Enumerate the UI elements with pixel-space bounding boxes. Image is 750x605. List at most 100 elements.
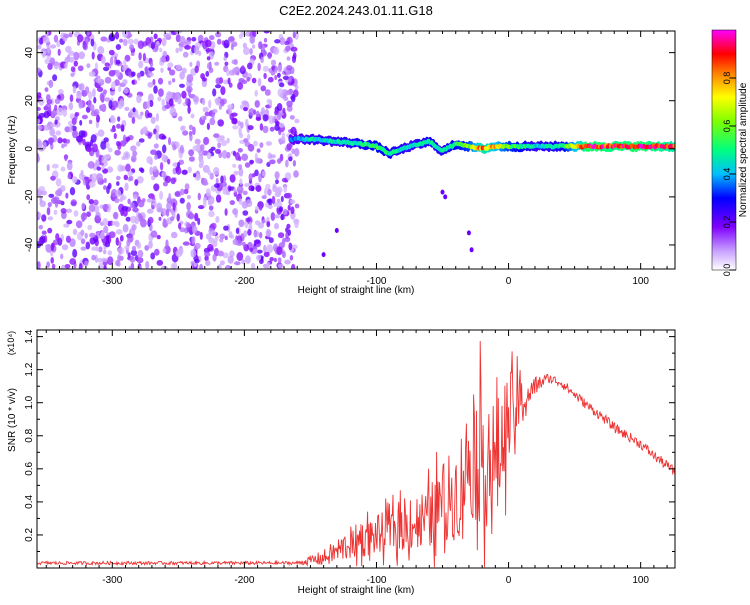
noise-cell: [74, 61, 78, 67]
noise-cell: [272, 196, 276, 204]
noise-cell: [176, 250, 183, 257]
noise-cell: [161, 266, 168, 271]
noise-cell: [135, 216, 140, 224]
noise-cell: [207, 244, 213, 251]
noise-cell: [91, 39, 95, 47]
noise-cell: [112, 221, 115, 226]
noise-cell: [266, 262, 270, 269]
noise-cell: [286, 193, 292, 199]
noise-cell: [212, 109, 217, 114]
noise-cell: [79, 120, 82, 126]
noise-cell: [54, 105, 57, 111]
noise-cell: [121, 124, 125, 132]
noise-cell: [245, 255, 251, 264]
noise-cell: [86, 242, 91, 250]
noise-cell: [108, 250, 113, 255]
noise-cell: [276, 246, 282, 255]
stray-cell: [443, 194, 447, 199]
noise-cell: [65, 46, 72, 53]
noise-cell: [254, 239, 261, 244]
noise-cell: [66, 139, 70, 144]
noise-cell: [120, 98, 124, 106]
noise-cell: [134, 179, 138, 186]
noise-cell: [161, 153, 165, 161]
noise-cell: [110, 128, 116, 132]
noise-cell: [269, 237, 274, 243]
x-tick-label: 100: [632, 276, 649, 287]
noise-cell: [206, 188, 211, 197]
noise-cell: [253, 249, 257, 253]
noise-cell: [199, 159, 204, 166]
noise-cell: [271, 65, 275, 70]
noise-cell: [175, 191, 181, 197]
noise-cell: [170, 216, 174, 221]
noise-cell: [286, 224, 290, 229]
noise-cell: [252, 78, 257, 84]
noise-cell: [98, 129, 105, 136]
noise-cell: [180, 145, 184, 153]
noise-cell: [198, 193, 201, 201]
noise-cell: [69, 32, 73, 37]
colorbar-tick-label: 0.8: [722, 72, 732, 85]
noise-cell: [203, 199, 207, 208]
noise-cell: [191, 37, 196, 42]
noise-cell: [221, 140, 227, 146]
noise-cell: [45, 87, 49, 92]
noise-cell: [151, 42, 155, 50]
noise-cell: [203, 107, 209, 113]
noise-cell: [89, 120, 92, 124]
noise-cell: [69, 258, 76, 265]
noise-cell: [36, 119, 41, 124]
noise-cell: [263, 66, 269, 72]
noise-cell: [109, 50, 115, 56]
noise-cell: [243, 107, 248, 111]
noise-cell: [286, 143, 291, 150]
noise-cell: [46, 261, 50, 268]
noise-cell: [284, 260, 290, 265]
noise-cell: [185, 40, 192, 45]
noise-cell: [47, 228, 52, 234]
noise-cell: [85, 233, 88, 239]
noise-cell: [129, 44, 134, 50]
noise-cell: [133, 194, 137, 199]
noise-cell: [147, 113, 152, 118]
noise-cell: [268, 77, 274, 83]
noise-cell: [290, 127, 296, 135]
noise-cell: [123, 88, 129, 94]
noise-cell: [248, 125, 254, 130]
noise-cell: [91, 134, 97, 143]
noise-cell: [147, 198, 153, 202]
noise-cell: [189, 213, 194, 219]
x-tick-label: -300: [102, 276, 122, 287]
noise-cell: [290, 255, 293, 261]
y-tick-label: 0.8: [24, 428, 35, 442]
noise-cell: [282, 132, 285, 139]
noise-cell: [61, 265, 65, 272]
y-tick-label: 1.4: [24, 329, 35, 343]
noise-cell: [37, 141, 42, 149]
noise-cell: [205, 40, 211, 48]
noise-cell: [102, 204, 108, 210]
noise-cell: [139, 138, 145, 142]
noise-cell: [86, 63, 90, 68]
noise-cell: [281, 196, 284, 202]
noise-cell: [258, 41, 262, 49]
noise-cell: [78, 52, 85, 60]
noise-cell: [61, 144, 65, 149]
noise-cell: [275, 179, 279, 184]
noise-cell: [186, 202, 191, 211]
noise-cell: [38, 213, 41, 218]
noise-cell: [291, 94, 296, 102]
noise-cell: [37, 125, 42, 130]
noise-cell: [277, 103, 283, 111]
stray-cell: [335, 228, 339, 233]
snr-ylabel: SNR (10 * v/v): [7, 388, 18, 452]
noise-cell: [212, 88, 216, 96]
noise-cell: [286, 101, 293, 108]
chart-title: C2E2.2024.243.01.11.G18: [279, 3, 433, 18]
noise-cell: [282, 240, 286, 248]
noise-cell: [255, 206, 259, 211]
noise-cell: [233, 171, 238, 176]
noise-cell: [88, 99, 92, 108]
noise-cell: [116, 181, 119, 186]
